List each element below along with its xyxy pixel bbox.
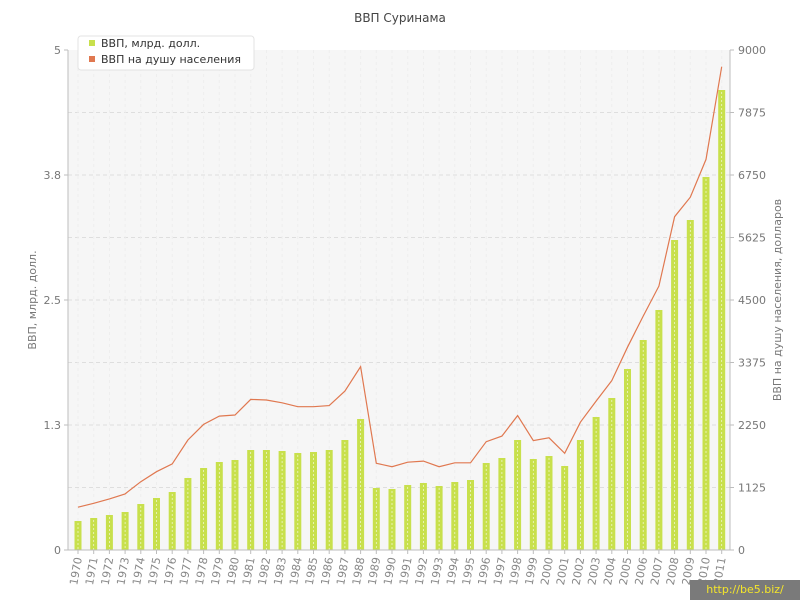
- x-tick-label-1979: 1979: [209, 556, 227, 586]
- bar-1978: [200, 468, 208, 550]
- x-tick-label-2000: 2000: [538, 556, 556, 586]
- legend: ВВП, млрд. долл. ВВП на душу населения: [77, 35, 255, 71]
- y-left-tick-label: 1.3: [44, 419, 62, 432]
- x-tick-label-1989: 1989: [366, 556, 384, 586]
- x-tick-label-1988: 1988: [350, 556, 368, 586]
- y-right-tick-label: 0: [738, 544, 745, 557]
- x-tick-label-1993: 1993: [428, 556, 446, 586]
- bar-1976: [168, 492, 176, 550]
- x-tick-label-1997: 1997: [491, 556, 509, 586]
- y-right-tick-label: 6750: [738, 169, 766, 182]
- x-tick-label-2003: 2003: [585, 556, 603, 586]
- x-tick-label-1996: 1996: [475, 556, 493, 586]
- x-tick-label-1980: 1980: [224, 556, 242, 586]
- x-tick-label-2002: 2002: [570, 556, 588, 586]
- x-tick-label-1982: 1982: [256, 556, 274, 586]
- x-tick-label-2001: 2001: [554, 556, 572, 586]
- bar-2006: [639, 340, 647, 550]
- x-tick-label-1992: 1992: [413, 556, 431, 586]
- x-tick-label-2004: 2004: [601, 556, 619, 586]
- legend-box: [77, 35, 255, 71]
- bar-1988: [357, 419, 365, 550]
- line-series: [77, 66, 723, 508]
- x-tick-label-2008: 2008: [664, 556, 682, 586]
- legend-swatch-gdp-per-capita: [89, 56, 95, 62]
- y-right-tick-label: 1125: [738, 482, 766, 495]
- bars: [74, 90, 726, 550]
- y-left-tick-label: 0: [54, 544, 61, 557]
- y-right-ticks: 0 1125 2250 3375 4500 5625 6750 7875 9000: [730, 44, 766, 557]
- bar-2009: [686, 220, 694, 550]
- y-right-tick-label: 9000: [738, 44, 766, 57]
- y-right-label: ВВП на душу населения, долларов: [771, 199, 784, 401]
- x-tick-label-1983: 1983: [271, 556, 289, 586]
- x-tick-label-1977: 1977: [177, 556, 195, 586]
- x-tick-label-1995: 1995: [460, 556, 478, 586]
- y-right-tick-label: 3375: [738, 357, 766, 370]
- x-tick-label-1971: 1971: [83, 556, 101, 586]
- x-tick-label-1984: 1984: [287, 556, 305, 586]
- y-right-tick-label: 7875: [738, 107, 766, 120]
- bar-1984: [294, 453, 302, 550]
- x-tick-label-2010: 2010: [695, 556, 713, 586]
- y-left-tick-label: 5: [54, 44, 61, 57]
- y-left-ticks: 0 1.3 2.5 3.8 5: [44, 44, 68, 557]
- x-tick-label-1973: 1973: [114, 556, 132, 586]
- x-tick-label-1999: 1999: [523, 556, 541, 586]
- bar-1991: [404, 485, 412, 550]
- bar-1980: [231, 460, 239, 550]
- y-left-tick-label: 3.8: [44, 169, 62, 182]
- x-tick-label-1974: 1974: [130, 556, 148, 586]
- bar-1985: [310, 452, 317, 550]
- x-tick-label-1978: 1978: [193, 556, 211, 586]
- x-tick-label-1975: 1975: [146, 556, 164, 586]
- x-ticks: 1970197119721973197419751976197719781979…: [67, 550, 729, 586]
- x-tick-label-1972: 1972: [99, 556, 117, 586]
- bar-1972: [105, 515, 113, 550]
- x-tick-label-2005: 2005: [617, 556, 635, 586]
- chart-title: ВВП Суринама: [354, 11, 446, 25]
- x-tick-label-2006: 2006: [632, 556, 650, 586]
- x-tick-label-2007: 2007: [648, 556, 666, 586]
- y-right-tick-label: 2250: [738, 419, 766, 432]
- y-left-label: ВВП, млрд. долл.: [26, 250, 39, 349]
- bar-1992: [419, 483, 427, 550]
- bar-1999: [529, 459, 537, 550]
- legend-swatch-gdp: [89, 40, 95, 46]
- x-tick-label-2011: 2011: [711, 556, 729, 586]
- line-path-gdp-per-capita: [77, 66, 723, 508]
- x-tick-label-1981: 1981: [240, 556, 258, 586]
- y-right-tick-label: 5625: [738, 232, 766, 245]
- legend-label-gdp: ВВП, млрд. долл.: [101, 37, 200, 50]
- x-tick-label-2009: 2009: [680, 556, 698, 586]
- y-right-tick-label: 4500: [738, 294, 766, 307]
- x-tick-label-1986: 1986: [318, 556, 336, 586]
- x-tick-label-1990: 1990: [381, 556, 399, 586]
- watermark: http://be5.biz/: [690, 580, 800, 600]
- x-tick-label-1998: 1998: [507, 556, 525, 586]
- bar-1983: [278, 451, 286, 550]
- y-left-tick-label: 2.5: [44, 294, 62, 307]
- x-tick-label-1970: 1970: [67, 556, 85, 586]
- x-tick-label-1994: 1994: [444, 556, 462, 586]
- x-tick-label-1985: 1985: [303, 556, 321, 586]
- x-tick-label-1991: 1991: [397, 556, 415, 586]
- x-tick-label-1987: 1987: [334, 556, 352, 586]
- x-tick-label-1976: 1976: [161, 556, 179, 586]
- legend-label-gdp-per-capita: ВВП на душу населения: [101, 53, 241, 66]
